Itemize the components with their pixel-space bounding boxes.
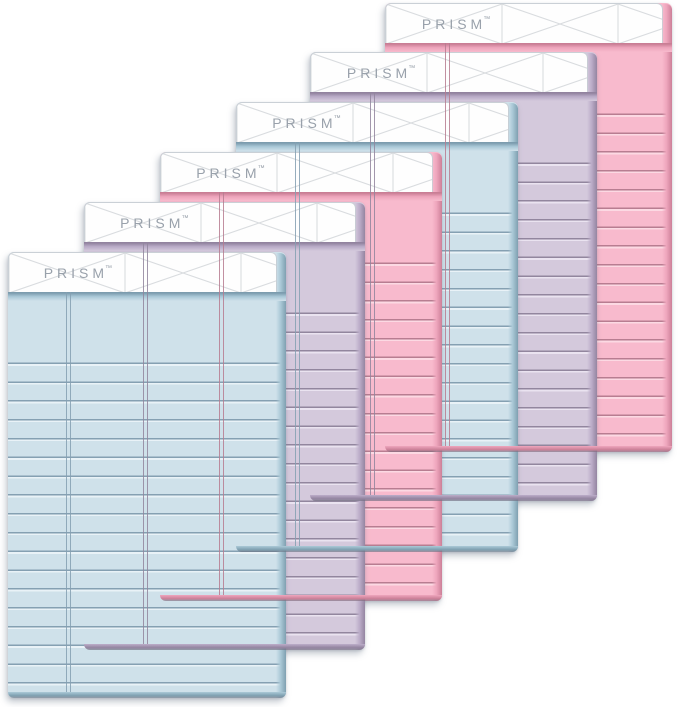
logo-text: PRISM — [421, 15, 487, 32]
trademark-symbol: ™ — [105, 265, 113, 272]
triangle-pattern-icon — [9, 253, 276, 292]
prism-logo: PRISM ™ — [120, 203, 191, 242]
triangle-pattern-icon — [311, 53, 587, 92]
logo-text: PRISM — [43, 264, 109, 281]
triangle-pattern-icon — [386, 4, 662, 43]
triangle-pattern-icon — [161, 153, 432, 192]
prism-logo: PRISM ™ — [44, 253, 115, 292]
logo-text: PRISM — [120, 214, 185, 231]
binding-fold-edge — [385, 43, 672, 52]
pad-header: PRISM ™ — [385, 3, 663, 43]
prism-logo: PRISM ™ — [422, 4, 493, 43]
trademark-symbol: ™ — [408, 65, 416, 72]
trademark-symbol: ™ — [181, 215, 189, 222]
binding-fold-edge — [160, 192, 442, 201]
pad-header: PRISM ™ — [236, 102, 509, 142]
binding-fold-edge — [310, 92, 597, 101]
binding-fold-edge — [84, 242, 365, 251]
pad-header: PRISM ™ — [310, 52, 588, 92]
margin-line — [66, 292, 72, 693]
margin-line — [143, 242, 148, 645]
margin-line — [445, 43, 451, 447]
trademark-symbol: ™ — [257, 165, 265, 172]
logo-text: PRISM — [196, 164, 261, 181]
logo-text: PRISM — [272, 114, 337, 131]
triangle-pattern-icon — [237, 103, 508, 142]
prism-logo: PRISM ™ — [347, 53, 418, 92]
margin-line — [370, 92, 376, 496]
prism-logo: PRISM ™ — [196, 153, 267, 192]
trademark-symbol: ™ — [483, 16, 491, 23]
pad-header: PRISM ™ — [8, 252, 277, 292]
margin-line — [219, 192, 225, 596]
trademark-symbol: ™ — [333, 115, 341, 122]
prism-logo: PRISM ™ — [272, 103, 343, 142]
binding-fold-edge — [236, 142, 518, 151]
margin-line — [295, 142, 301, 547]
logo-text: PRISM — [346, 64, 412, 81]
